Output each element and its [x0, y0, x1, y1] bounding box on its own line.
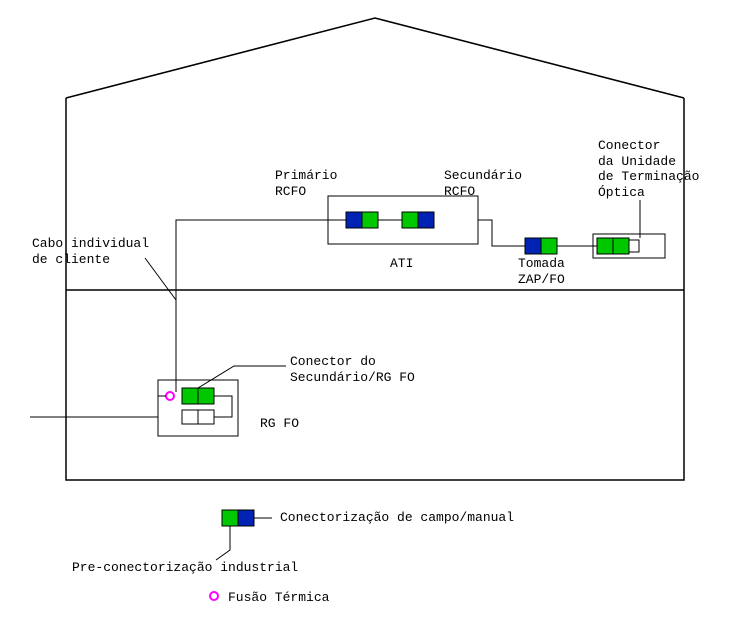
label-rg-fo: RG FO — [260, 416, 299, 432]
label-legend-fusao: Fusão Térmica — [228, 590, 329, 606]
label-conector-unidade: Conector da Unidade de Terminação Óptica — [598, 138, 699, 200]
label-tomada: Tomada ZAP/FO — [518, 256, 565, 287]
diagram-svg — [0, 0, 743, 622]
label-cabo-individual: Cabo individual de cliente — [32, 236, 149, 267]
label-legend-campo: Conectorização de campo/manual — [280, 510, 514, 526]
label-primario: Primário RCFO — [275, 168, 337, 199]
label-ati: ATI — [390, 256, 413, 272]
label-legend-pre: Pre-conectorização industrial — [72, 560, 298, 576]
label-secundario: Secundário RCFO — [444, 168, 522, 199]
label-conector-secundario: Conector do Secundário/RG FO — [290, 354, 415, 385]
